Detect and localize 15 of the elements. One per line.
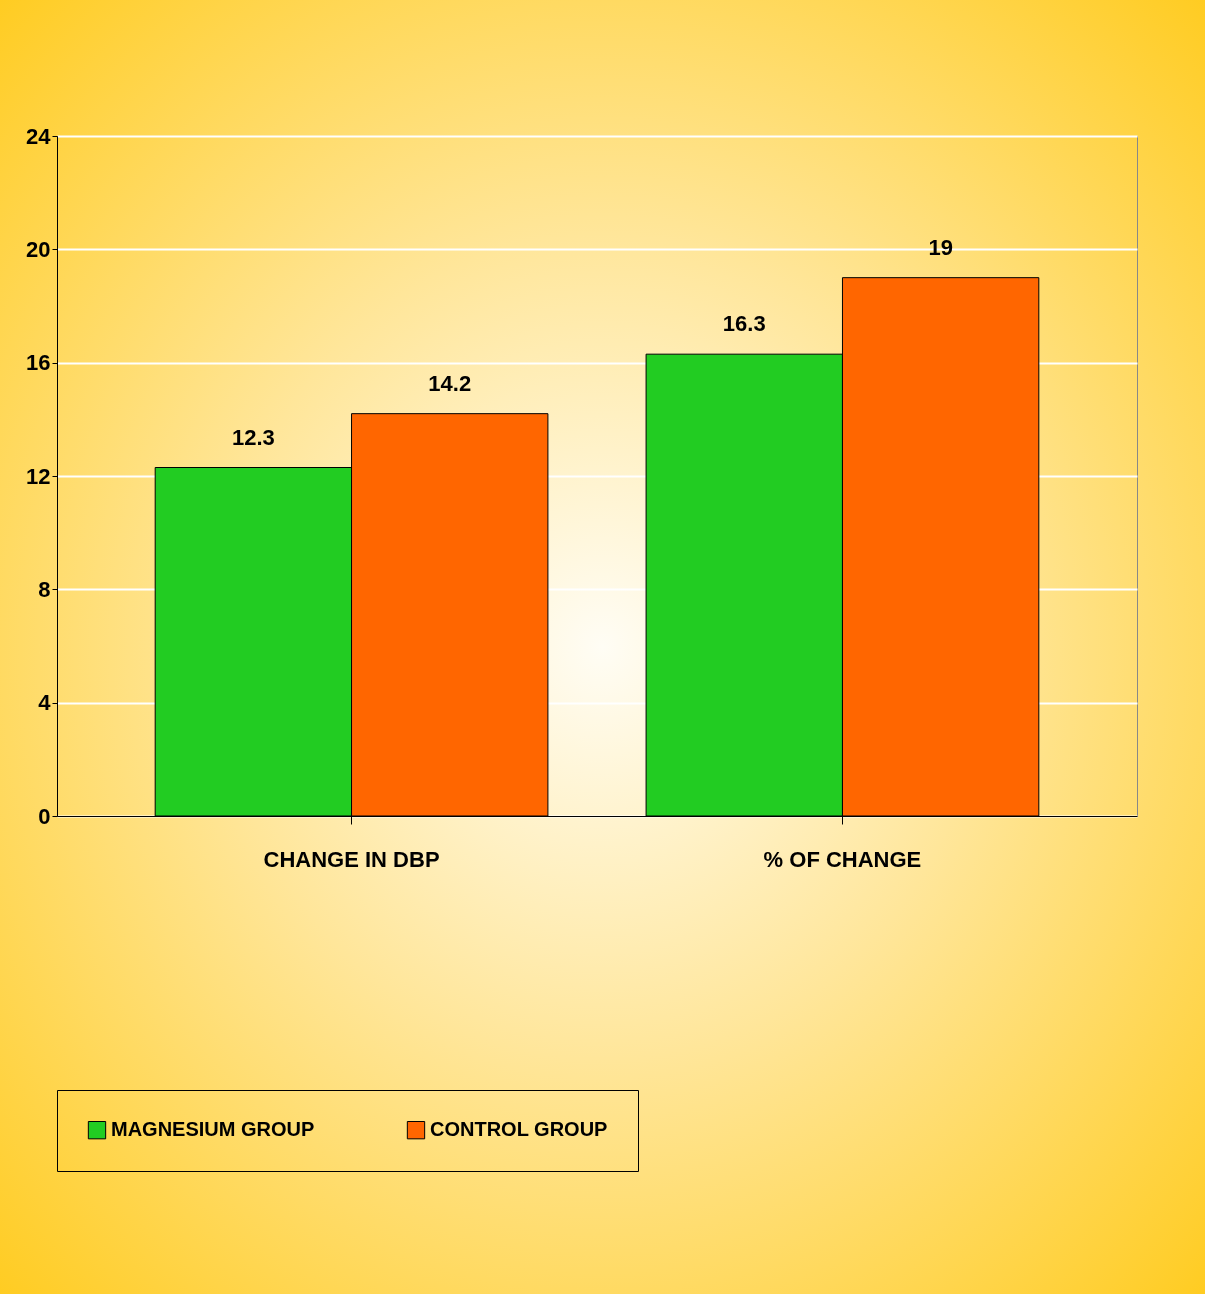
y-tick-label: 4	[38, 690, 52, 716]
y-tick-label: 20	[26, 236, 51, 262]
data-label: 12.3	[231, 424, 275, 450]
y-tick-label: 24	[26, 123, 52, 149]
x-tick-label: % OF CHANGE	[763, 846, 922, 872]
legend-label: CONTROL GROUP	[430, 1118, 608, 1141]
legend-label: MAGNESIUM GROUP	[111, 1118, 315, 1141]
y-tick-label: 0	[38, 803, 51, 829]
y-tick-label: 12	[26, 463, 51, 489]
y-tick-label: 16	[26, 350, 51, 376]
data-label: 19	[928, 234, 953, 260]
data-label: 14.2	[428, 370, 472, 396]
x-tick-label: CHANGE IN DBP	[263, 846, 440, 872]
data-label: 16.3	[722, 311, 766, 337]
y-tick-label: 8	[38, 576, 51, 602]
